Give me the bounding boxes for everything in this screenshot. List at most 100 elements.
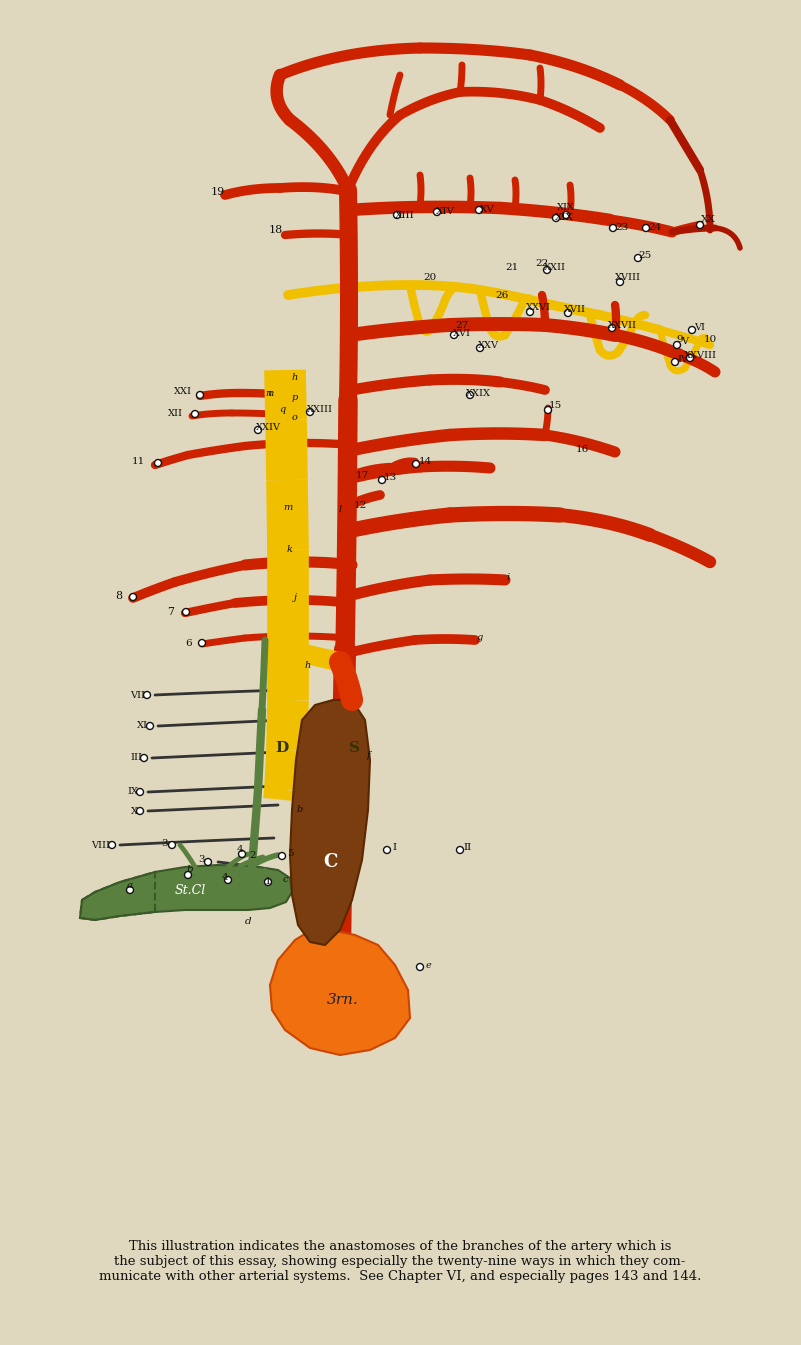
Text: XIX: XIX bbox=[557, 203, 575, 211]
Text: D: D bbox=[276, 741, 288, 755]
Circle shape bbox=[239, 850, 245, 858]
Circle shape bbox=[609, 324, 615, 331]
Text: n: n bbox=[267, 389, 273, 398]
Text: 11: 11 bbox=[131, 457, 145, 467]
Circle shape bbox=[147, 722, 154, 729]
Circle shape bbox=[279, 853, 285, 859]
Text: 23: 23 bbox=[615, 223, 629, 233]
Text: I: I bbox=[393, 843, 397, 853]
Circle shape bbox=[674, 342, 681, 348]
Text: 2: 2 bbox=[250, 850, 256, 859]
Text: d: d bbox=[244, 917, 252, 927]
Circle shape bbox=[634, 254, 642, 261]
Text: f: f bbox=[366, 751, 370, 760]
Text: XXIII: XXIII bbox=[307, 405, 333, 414]
Circle shape bbox=[450, 331, 457, 339]
Text: XII: XII bbox=[168, 409, 183, 417]
Text: k: k bbox=[287, 546, 293, 554]
Circle shape bbox=[686, 355, 694, 362]
Circle shape bbox=[384, 846, 391, 854]
Circle shape bbox=[136, 807, 143, 815]
Text: XXIX: XXIX bbox=[465, 389, 490, 398]
Text: 16: 16 bbox=[575, 445, 589, 455]
Circle shape bbox=[433, 208, 441, 215]
Circle shape bbox=[457, 846, 464, 854]
Text: C: C bbox=[323, 853, 337, 872]
Circle shape bbox=[413, 460, 420, 468]
Text: 21: 21 bbox=[505, 264, 518, 273]
Text: 20: 20 bbox=[424, 273, 437, 282]
Text: p: p bbox=[292, 394, 298, 402]
Circle shape bbox=[466, 391, 473, 398]
Text: o: o bbox=[292, 413, 298, 422]
Circle shape bbox=[224, 877, 231, 884]
Circle shape bbox=[127, 886, 134, 893]
Text: IV: IV bbox=[678, 355, 689, 364]
Circle shape bbox=[617, 278, 623, 285]
Text: h: h bbox=[305, 660, 311, 670]
Circle shape bbox=[689, 327, 695, 334]
Text: 14: 14 bbox=[418, 457, 432, 467]
Text: XXIV: XXIV bbox=[256, 424, 280, 433]
Text: m: m bbox=[284, 503, 292, 512]
Text: XIX: XIX bbox=[554, 214, 574, 222]
Text: q: q bbox=[279, 405, 285, 414]
Text: l: l bbox=[339, 506, 341, 515]
Circle shape bbox=[183, 608, 190, 616]
Text: X: X bbox=[131, 807, 138, 815]
Text: 5: 5 bbox=[287, 849, 293, 858]
Circle shape bbox=[155, 460, 162, 467]
Circle shape bbox=[545, 406, 552, 413]
Text: 26: 26 bbox=[495, 291, 509, 300]
Text: V: V bbox=[682, 338, 689, 347]
Text: 6: 6 bbox=[185, 639, 192, 647]
Text: g: g bbox=[477, 633, 483, 643]
Circle shape bbox=[671, 359, 678, 366]
Polygon shape bbox=[270, 929, 410, 1054]
Text: 3rn.: 3rn. bbox=[327, 993, 359, 1007]
Text: i: i bbox=[506, 573, 509, 581]
Text: a: a bbox=[127, 881, 133, 890]
Circle shape bbox=[264, 878, 272, 885]
Circle shape bbox=[307, 409, 313, 416]
Text: 27: 27 bbox=[456, 320, 469, 330]
Polygon shape bbox=[80, 865, 292, 920]
Circle shape bbox=[553, 214, 560, 222]
Circle shape bbox=[610, 225, 617, 231]
Text: IX: IX bbox=[127, 788, 138, 796]
Circle shape bbox=[140, 755, 147, 761]
Text: 15: 15 bbox=[549, 401, 562, 409]
Text: VIII: VIII bbox=[91, 841, 110, 850]
Text: 25: 25 bbox=[638, 250, 652, 260]
Circle shape bbox=[526, 308, 533, 316]
Text: 4: 4 bbox=[222, 873, 228, 881]
Text: St.Cl: St.Cl bbox=[175, 884, 206, 897]
Text: XVII: XVII bbox=[564, 305, 586, 315]
Text: n: n bbox=[265, 389, 271, 398]
Text: XIII: XIII bbox=[395, 211, 415, 219]
Text: j: j bbox=[293, 593, 296, 603]
Text: 4: 4 bbox=[236, 846, 244, 854]
Text: 17: 17 bbox=[356, 472, 368, 480]
Circle shape bbox=[204, 858, 211, 865]
Text: XV: XV bbox=[480, 206, 494, 214]
Text: 3: 3 bbox=[161, 838, 168, 847]
Circle shape bbox=[417, 963, 424, 971]
Text: XXVII: XXVII bbox=[607, 320, 637, 330]
Circle shape bbox=[544, 266, 550, 273]
Circle shape bbox=[108, 842, 115, 849]
Text: 18: 18 bbox=[269, 225, 283, 235]
Circle shape bbox=[199, 639, 206, 647]
Text: b: b bbox=[297, 806, 303, 815]
Text: XVIII: XVIII bbox=[615, 273, 641, 282]
Circle shape bbox=[477, 344, 484, 351]
Text: 8: 8 bbox=[115, 590, 122, 601]
Text: XXV: XXV bbox=[477, 340, 498, 350]
Circle shape bbox=[130, 593, 136, 600]
Text: XIV: XIV bbox=[436, 207, 454, 217]
Circle shape bbox=[255, 426, 261, 433]
Circle shape bbox=[393, 211, 400, 218]
Text: 12: 12 bbox=[353, 500, 367, 510]
Text: 10: 10 bbox=[703, 335, 717, 344]
Text: 13: 13 bbox=[384, 473, 396, 483]
